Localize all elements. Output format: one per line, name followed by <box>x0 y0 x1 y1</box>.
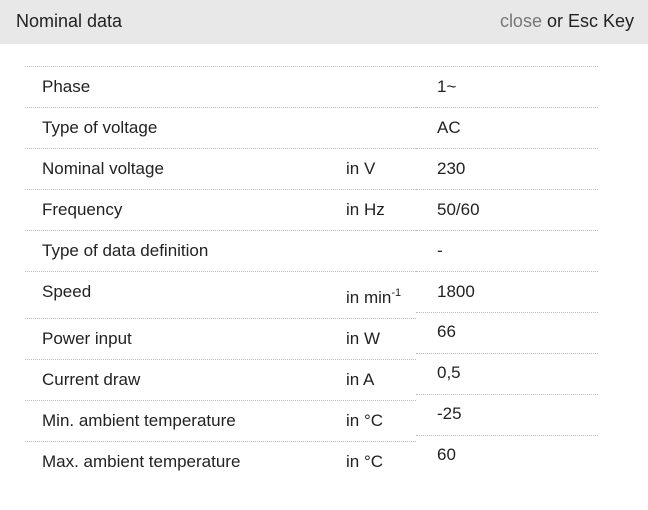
table-row: Min. ambient temperature in °C <box>25 401 416 442</box>
row-value: 1~ <box>437 77 457 96</box>
row-unit: in V <box>346 159 376 178</box>
row-label: Max. ambient temperature <box>42 452 241 471</box>
row-value-cell: AC <box>416 108 598 149</box>
row-unit: in °C <box>346 452 384 471</box>
close-suffix: or Esc Key <box>541 11 634 31</box>
row-value-cell: 1800 <box>416 272 598 313</box>
dialog-header: Nominal data close or Esc Key <box>0 0 648 44</box>
row-value: 230 <box>437 159 466 178</box>
table-row: Power input in W <box>25 319 416 360</box>
row-value-cell: 66 <box>416 313 598 354</box>
table-row: Frequency in Hz <box>25 190 416 231</box>
row-value-cell: -25 <box>416 395 598 436</box>
row-value: - <box>437 241 443 260</box>
row-value: -25 <box>437 404 462 423</box>
row-value: 66 <box>437 322 456 341</box>
row-value-cell: 60 <box>416 436 598 476</box>
row-label: Nominal voltage <box>42 159 164 178</box>
table-row: Type of data definition <box>25 231 416 272</box>
row-value-cell: 230 <box>416 149 598 190</box>
row-value-cell: 50/60 <box>416 190 598 231</box>
value-column: 1~ AC 230 50/60 - 1800 66 0,5 -25 60 <box>416 67 598 476</box>
row-label: Current draw <box>42 370 141 389</box>
close-link[interactable]: close <box>499 11 542 31</box>
table-row: Current draw in A <box>25 360 416 401</box>
table-row: Phase <box>25 67 416 108</box>
row-value: 0,5 <box>437 363 461 382</box>
row-value-cell: 1~ <box>416 67 598 108</box>
row-value: 1800 <box>437 282 475 301</box>
close-hint: close or Esc Key <box>500 11 634 32</box>
row-label: Type of data definition <box>42 241 209 260</box>
row-unit: in min-1 <box>346 287 402 307</box>
row-label: Power input <box>42 329 132 348</box>
row-label: Type of voltage <box>42 118 158 137</box>
row-unit: in A <box>346 370 375 389</box>
row-unit: in W <box>346 329 380 348</box>
row-label: Min. ambient temperature <box>42 411 236 430</box>
row-value: 60 <box>437 445 456 464</box>
row-value-cell: - <box>416 231 598 272</box>
row-unit: in °C <box>346 411 384 430</box>
row-value: AC <box>437 118 461 137</box>
table-row: Max. ambient temperature in °C <box>25 442 416 482</box>
table-row: Nominal voltage in V <box>25 149 416 190</box>
row-unit: in Hz <box>346 200 385 219</box>
table-top-divider <box>25 66 598 67</box>
row-value-cell: 0,5 <box>416 354 598 395</box>
table-row: Type of voltage <box>25 108 416 149</box>
row-label: Speed <box>42 282 92 301</box>
row-value: 50/60 <box>437 200 480 219</box>
table-row: Speed in min-1 <box>25 272 416 319</box>
label-column: Phase Type of voltage Nominal voltage in V F… <box>25 67 416 482</box>
row-label: Phase <box>42 77 91 96</box>
dialog-title: Nominal data <box>16 11 123 31</box>
row-label: Frequency <box>42 200 123 219</box>
